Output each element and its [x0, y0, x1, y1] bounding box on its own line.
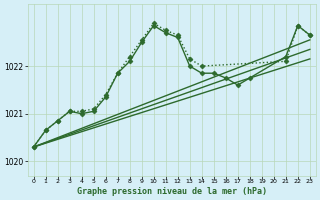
X-axis label: Graphe pression niveau de la mer (hPa): Graphe pression niveau de la mer (hPa) — [77, 187, 267, 196]
